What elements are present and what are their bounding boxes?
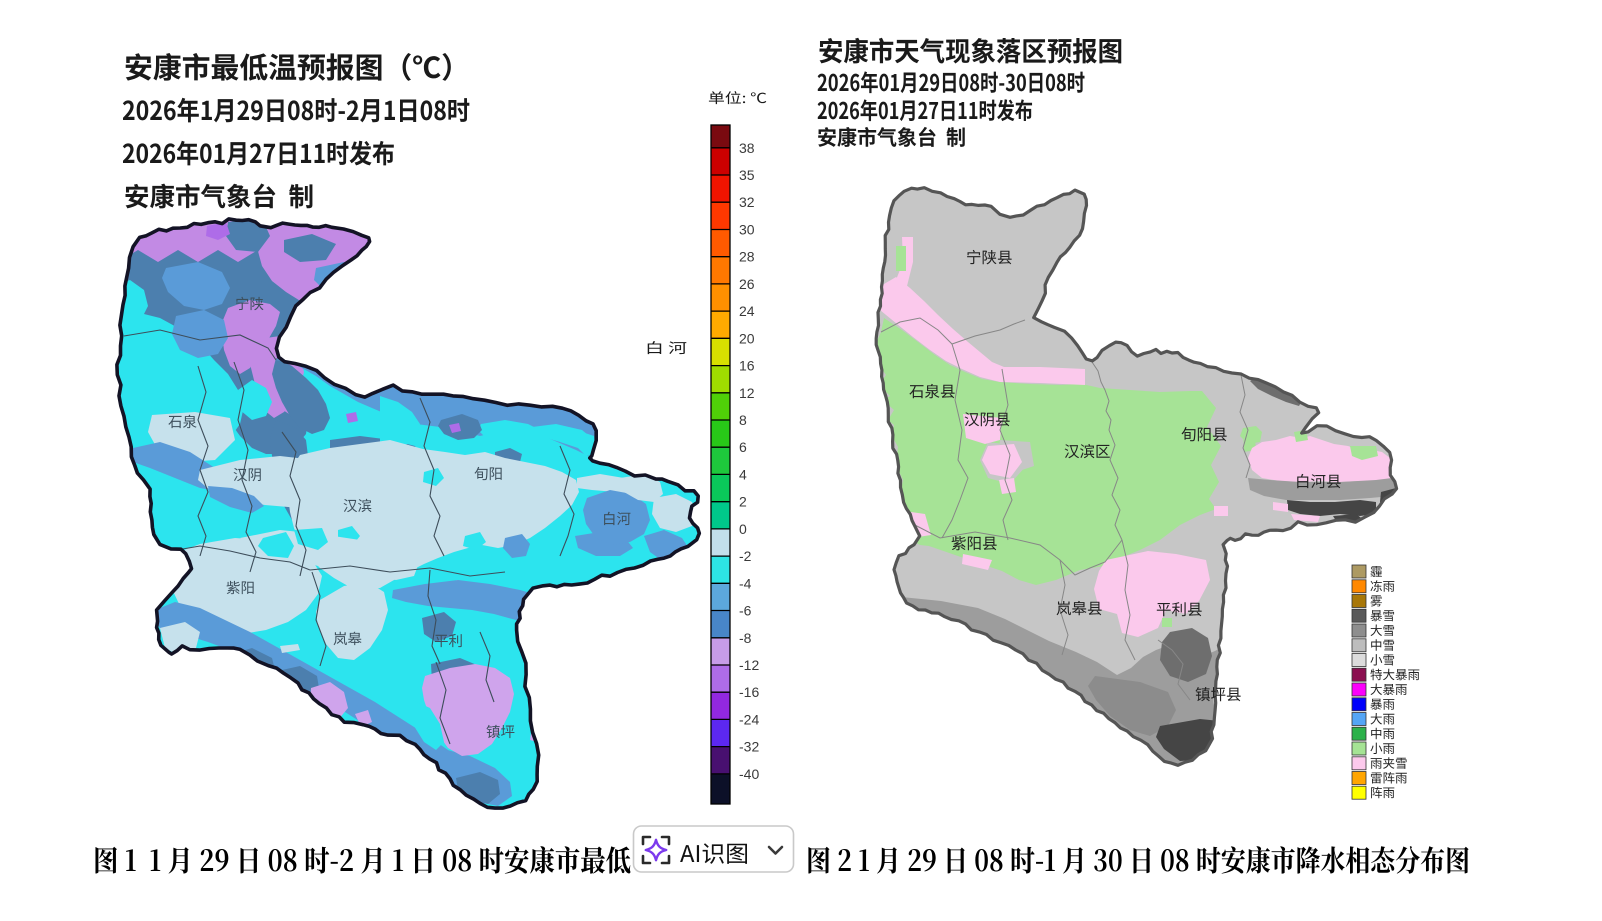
svg-text:-16: -16 xyxy=(739,684,759,700)
svg-text:38: 38 xyxy=(739,140,755,156)
svg-text:-32: -32 xyxy=(739,739,759,755)
svg-text:8: 8 xyxy=(739,412,747,428)
svg-text:6: 6 xyxy=(739,439,747,455)
svg-text:-12: -12 xyxy=(739,657,759,673)
svg-text:-4: -4 xyxy=(739,575,752,591)
svg-text:-6: -6 xyxy=(739,603,752,619)
svg-text:24: 24 xyxy=(739,303,755,319)
svg-text:20: 20 xyxy=(739,330,755,346)
svg-text:-40: -40 xyxy=(739,766,759,782)
svg-text:4: 4 xyxy=(739,466,747,482)
svg-text:-2: -2 xyxy=(739,548,752,564)
svg-text:0: 0 xyxy=(739,521,747,537)
svg-text:16: 16 xyxy=(739,358,755,374)
svg-text:12: 12 xyxy=(739,385,755,401)
svg-text:35: 35 xyxy=(739,167,755,183)
svg-text:26: 26 xyxy=(739,276,755,292)
svg-text:2: 2 xyxy=(739,494,747,510)
svg-text:32: 32 xyxy=(739,194,755,210)
svg-text:28: 28 xyxy=(739,249,755,265)
svg-text:-24: -24 xyxy=(739,711,759,727)
svg-text:30: 30 xyxy=(739,222,755,238)
svg-text:-8: -8 xyxy=(739,630,752,646)
